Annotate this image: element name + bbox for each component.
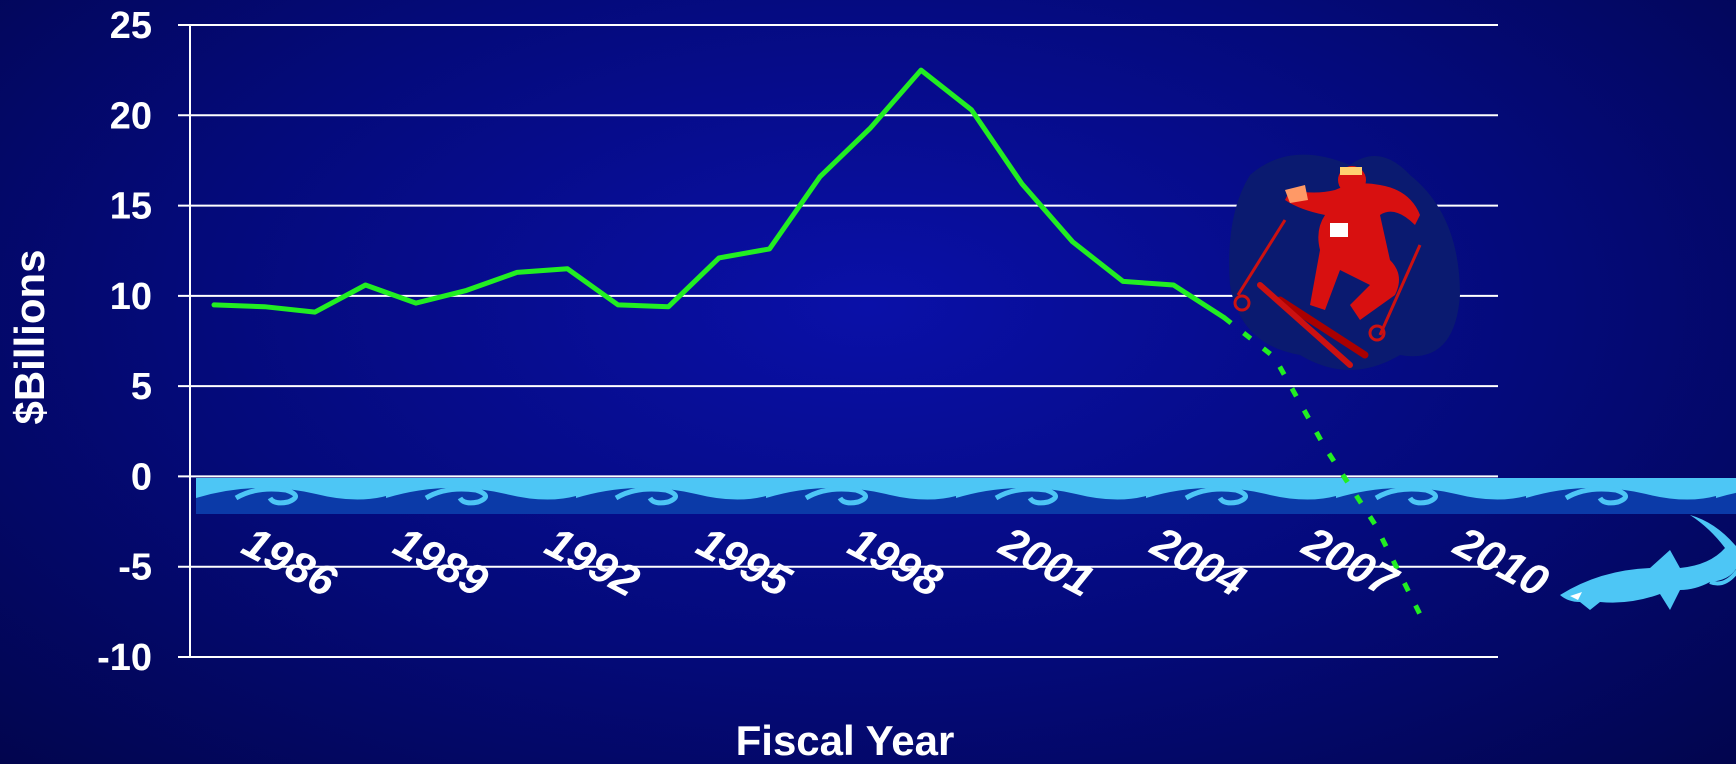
y-tick-labels: 25 20 15 10 5 0 -5 -10 — [97, 5, 152, 679]
y-tick-label: 25 — [110, 5, 152, 47]
y-tick-label: 10 — [110, 276, 152, 318]
series — [211, 67, 1429, 628]
actual-series-line — [211, 67, 1227, 320]
x-tick-label: 1986 — [235, 518, 345, 607]
x-tick-label: 1998 — [841, 518, 951, 607]
x-tick-labels: 1986 1989 1992 1995 1998 2001 2004 2007 2010 — [235, 517, 1557, 608]
skier-icon — [1229, 154, 1460, 370]
ocean-waves-band — [196, 478, 1736, 514]
x-tick-label: 1995 — [689, 518, 799, 607]
y-tick-label: 15 — [110, 186, 152, 228]
x-tick-label: 2010 — [1446, 517, 1557, 607]
y-axis-title: $Billions — [6, 249, 53, 424]
x-tick-label: 2007 — [1294, 517, 1407, 608]
y-tick-label: 0 — [131, 456, 152, 498]
shark-icon — [1560, 515, 1736, 610]
y-tick-label: -10 — [97, 637, 152, 679]
x-tick-label: 1989 — [386, 518, 496, 607]
y-tick-label: 20 — [110, 95, 152, 137]
x-tick-label: 1992 — [538, 518, 648, 607]
x-tick-label: 2001 — [991, 517, 1101, 607]
x-axis-title: Fiscal Year — [736, 717, 955, 764]
y-tick-label: -5 — [118, 547, 152, 589]
y-tick-label: 5 — [131, 366, 152, 408]
x-tick-label: 2004 — [1143, 517, 1253, 607]
